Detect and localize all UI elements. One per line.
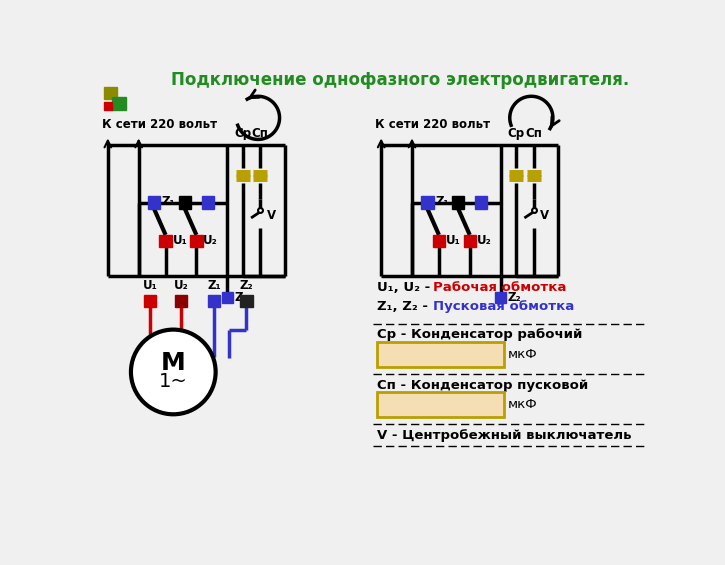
Bar: [222, 292, 233, 303]
Bar: [452, 197, 464, 208]
Bar: [240, 295, 252, 307]
Bar: [433, 235, 445, 247]
Bar: [112, 97, 126, 110]
FancyBboxPatch shape: [377, 342, 505, 367]
Bar: [208, 295, 220, 307]
Bar: [495, 292, 506, 303]
Text: U₁: U₁: [446, 234, 460, 247]
Text: Сп - Конденсатор пусковой: Сп - Конденсатор пусковой: [377, 379, 589, 392]
Bar: [104, 102, 112, 110]
Text: Cр: Cр: [507, 127, 524, 140]
Bar: [104, 87, 117, 99]
Text: U₂: U₂: [173, 279, 189, 292]
Text: Z₁, Z₂ -: Z₁, Z₂ -: [377, 300, 433, 313]
Bar: [463, 235, 476, 247]
Text: U₁: U₁: [173, 234, 187, 247]
Text: Пусковая обмотка: Пусковая обмотка: [433, 300, 574, 313]
Text: Z₂: Z₂: [240, 279, 253, 292]
Text: Z₂: Z₂: [507, 291, 521, 304]
Text: 1~: 1~: [159, 372, 188, 390]
Text: M: M: [161, 351, 186, 375]
Text: Cп: Cп: [525, 127, 542, 140]
Text: Cп: Cп: [252, 127, 269, 140]
Text: Z₂: Z₂: [234, 291, 248, 304]
Text: Ср - Конденсатор рабочий: Ср - Конденсатор рабочий: [377, 328, 583, 341]
Text: Рабочая обмотка: Рабочая обмотка: [433, 281, 566, 294]
Text: Z₁: Z₁: [162, 195, 175, 208]
Text: V: V: [540, 209, 549, 222]
Text: мкФ: мкФ: [508, 398, 538, 411]
Text: V: V: [267, 209, 276, 222]
Bar: [190, 235, 202, 247]
Bar: [160, 235, 172, 247]
Text: U₁: U₁: [143, 279, 157, 292]
Text: U₁, U₂ -: U₁, U₂ -: [377, 281, 435, 294]
Text: К сети 220 вольт: К сети 220 вольт: [102, 118, 217, 131]
Text: К сети 220 вольт: К сети 220 вольт: [375, 118, 490, 131]
FancyBboxPatch shape: [377, 392, 505, 416]
Text: Cр: Cр: [234, 127, 251, 140]
Text: V - Центробежный выключатель: V - Центробежный выключатель: [377, 429, 631, 442]
Text: мкФ: мкФ: [508, 347, 538, 360]
Bar: [202, 197, 214, 208]
Bar: [148, 197, 160, 208]
Text: Z₁: Z₁: [207, 279, 221, 292]
Circle shape: [131, 329, 215, 414]
Text: U₂: U₂: [476, 234, 492, 247]
Text: Подключение однофазного электродвигателя.: Подключение однофазного электродвигателя…: [171, 71, 629, 89]
Bar: [144, 295, 157, 307]
Bar: [175, 295, 187, 307]
Text: U₂: U₂: [203, 234, 218, 247]
Bar: [178, 197, 191, 208]
Text: Z₁: Z₁: [435, 195, 449, 208]
Bar: [475, 197, 487, 208]
Bar: [421, 197, 434, 208]
